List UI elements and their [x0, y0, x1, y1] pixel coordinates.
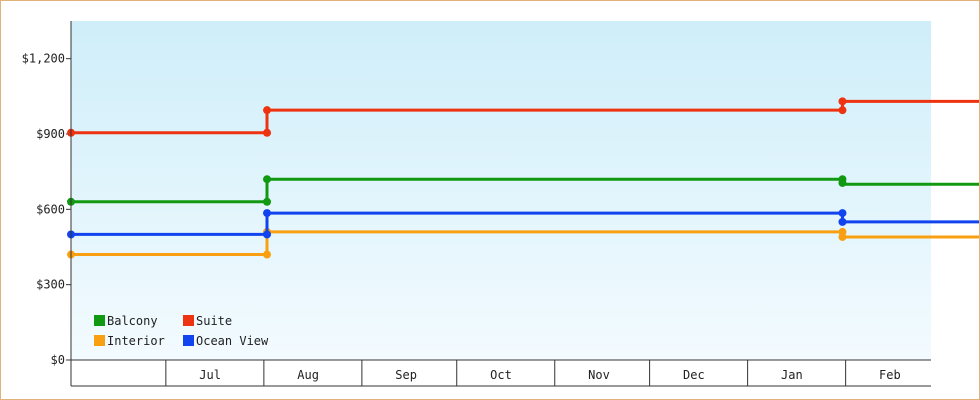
legend-item-suite: Suite — [183, 314, 232, 328]
month-label: Oct — [490, 368, 512, 382]
legend-swatch — [94, 335, 105, 346]
data-point-suite — [838, 106, 847, 115]
data-point-ocean-view — [838, 217, 847, 226]
data-point-interior — [838, 232, 847, 241]
legend-label: Ocean View — [196, 334, 269, 348]
legend-item-ocean-view: Ocean View — [183, 334, 269, 348]
series-layer — [67, 97, 979, 259]
month-label: Aug — [297, 368, 319, 382]
data-point-ocean-view — [838, 209, 847, 218]
y-tick-label: $600 — [36, 202, 65, 216]
data-point-balcony — [263, 197, 272, 206]
axes — [70, 21, 931, 387]
data-point-suite — [838, 97, 847, 106]
series-balcony — [67, 175, 979, 206]
legend-item-balcony: Balcony — [94, 314, 158, 328]
legend-label: Balcony — [107, 314, 158, 328]
data-point-suite — [263, 128, 272, 137]
legend: Balcony Suite Interior Ocean View — [94, 314, 269, 348]
data-point-interior — [263, 250, 272, 259]
series-line-suite — [71, 99, 979, 135]
data-point-balcony — [838, 178, 847, 187]
legend-item-interior: Interior — [94, 334, 165, 348]
y-tick-label: $900 — [36, 127, 65, 141]
y-tick-label: $300 — [36, 278, 65, 292]
y-tick-label: $0 — [51, 353, 65, 367]
legend-swatch — [94, 315, 105, 326]
data-point-ocean-view — [263, 230, 272, 239]
x-axis-month-labels: Jul Aug Sep Oct Nov Dec Jan Feb — [165, 360, 901, 386]
data-point-suite — [263, 106, 272, 115]
month-label: Dec — [683, 368, 705, 382]
month-label: Nov — [588, 368, 610, 382]
legend-swatch — [183, 335, 194, 346]
y-axis-ticks: $0 $300 $600 $900 $1,200 — [22, 52, 71, 367]
legend-label: Interior — [107, 334, 165, 348]
y-tick-label: $1,200 — [22, 52, 65, 66]
data-point-ocean-view — [263, 209, 272, 218]
plot-background — [71, 21, 931, 360]
series-suite — [67, 97, 979, 137]
month-label: Jan — [781, 368, 803, 382]
month-label: Feb — [879, 368, 901, 382]
month-label: Sep — [395, 368, 417, 382]
legend-swatch — [183, 315, 194, 326]
month-label: Jul — [199, 368, 221, 382]
data-point-balcony — [263, 175, 272, 184]
legend-label: Suite — [196, 314, 232, 328]
series-interior — [67, 227, 979, 259]
